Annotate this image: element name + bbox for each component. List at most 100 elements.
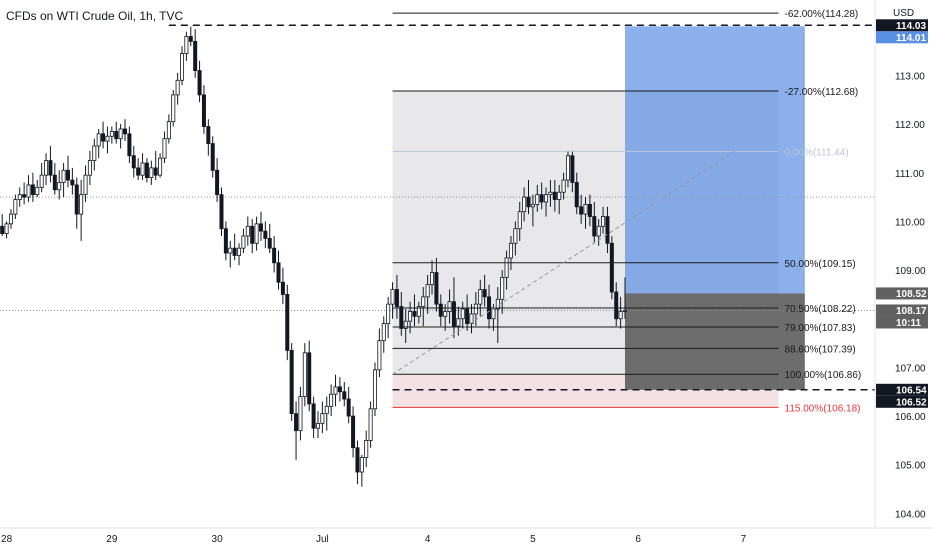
candle-body-141: [618, 311, 623, 320]
candle-body-19: [83, 174, 88, 196]
candle-body-58: [254, 223, 259, 244]
candle-body-81: [355, 447, 360, 473]
candle-body-8: [35, 186, 40, 196]
candle-body-64: [280, 281, 285, 295]
candle-body-120: [526, 196, 531, 208]
candle-body-57: [250, 225, 255, 244]
horizontal-lines[interactable]: [168, 24, 875, 391]
time-tick-7: 7: [741, 534, 747, 545]
price-badge-text-0: 114.03: [896, 21, 926, 32]
candle-body-30: [131, 155, 136, 169]
time-tick-5: 5: [530, 534, 536, 545]
price-badge-bg-3: [876, 304, 928, 317]
price-badge-text-1: 114.01: [896, 33, 926, 44]
price-badge-text-3: 108.17: [896, 306, 927, 317]
candle-body-73: [320, 413, 325, 424]
price-badge-bg-5: [876, 383, 928, 396]
candle-body-137: [601, 216, 606, 227]
fib-level-label-7: 100.00%(106.86): [785, 370, 862, 381]
candle-body-43: [188, 36, 193, 42]
candle-body-138: [605, 216, 610, 244]
candle-body-90: [394, 289, 399, 307]
candle-body-109: [478, 289, 483, 305]
candle-body-68: [298, 396, 303, 432]
candle-body-131: [574, 182, 579, 208]
candle-body-99: [434, 272, 439, 305]
candle-body-9: [39, 174, 44, 188]
candle-body-80: [351, 415, 356, 449]
candle-body-136: [596, 225, 601, 237]
candle-body-95: [416, 306, 421, 317]
fib-level-label-8: 115.00%(106.18): [785, 403, 861, 414]
candle-body-77: [337, 386, 342, 393]
price-badge-text-4: 10:11: [896, 318, 921, 329]
candle-body-85: [372, 369, 377, 410]
candle-body-69: [302, 352, 307, 398]
price-tick-9: 113.00: [895, 71, 925, 82]
trend-line: [392, 150, 735, 375]
candle-body-134: [587, 203, 592, 217]
price-tick-0: 104.00: [895, 509, 926, 520]
candle-body-23: [101, 133, 106, 142]
candle-body-21: [92, 145, 97, 161]
candle-body-44: [193, 40, 198, 71]
candle-body-5: [22, 194, 27, 198]
price-tick-1: 105.00: [895, 461, 926, 472]
candle-body-36: [158, 157, 163, 176]
price-badge-text-5: 106.54: [896, 385, 927, 396]
candle-body-28: [123, 128, 128, 135]
fibonacci-retracement[interactable]: -62.00%(114.28) -27.00%(112.68) 0.00%(111.…: [392, 9, 862, 414]
candle-body-86: [377, 340, 382, 371]
fib-level-label-4: 70.50%(108.22): [785, 304, 856, 315]
candle-body-38: [166, 121, 171, 140]
candle-body-124: [544, 194, 549, 203]
candle-body-37: [162, 138, 167, 159]
candle-body-130: [570, 155, 575, 183]
time-tick-0: 28: [1, 534, 13, 545]
price-badge-bg-1: [876, 31, 928, 44]
candle-body-11: [48, 160, 53, 176]
candle-body-91: [399, 306, 404, 329]
candle-body-126: [552, 191, 557, 200]
candle-body-7: [30, 184, 35, 196]
candle-body-18: [79, 194, 84, 215]
candle-body-139: [609, 242, 614, 293]
profit-zone: [625, 26, 805, 294]
candle-body-133: [583, 203, 588, 215]
price-badge-bg-4: [876, 316, 928, 329]
candle-body-14: [61, 169, 66, 183]
candle-body-15: [65, 169, 70, 181]
candle-body-47: [206, 126, 211, 144]
price-axis[interactable]: [875, 0, 932, 550]
candle-body-53: [232, 247, 237, 256]
price-badge-bg-6: [876, 395, 928, 408]
price-tick-8: 112.00: [895, 120, 925, 131]
candle-body-13: [57, 182, 62, 191]
time-axis-ticks: 28 29 30 Jul 4 5 6 7: [1, 534, 747, 545]
candle-body-24: [105, 135, 110, 142]
candle-body-67: [294, 413, 299, 432]
candle-body-46: [201, 94, 206, 127]
candle-body-60: [263, 230, 268, 239]
candle-body-108: [473, 303, 478, 315]
candle-body-103: [451, 301, 456, 327]
candle-body-100: [438, 303, 443, 317]
candle-body-125: [548, 191, 553, 196]
candle-body-2: [8, 213, 13, 225]
price-badge-text-2: 108.52: [896, 289, 927, 300]
price-tick-2: 106.00: [895, 412, 926, 423]
candle-body-128: [561, 179, 566, 193]
candle-body-78: [342, 391, 347, 400]
candle-body-94: [412, 311, 417, 317]
candle-body-4: [17, 194, 22, 200]
fib-level-label-1: -27.00%(112.68): [785, 87, 859, 98]
fib-level-label-6: 88.60%(107.39): [785, 344, 856, 355]
candle-body-82: [359, 457, 364, 473]
candle-body-62: [272, 247, 277, 264]
candle-body-50: [219, 194, 224, 230]
candle-body-75: [329, 393, 334, 407]
time-axis[interactable]: [0, 528, 932, 550]
candle-body-79: [346, 398, 351, 417]
time-tick-4: 4: [425, 534, 431, 545]
